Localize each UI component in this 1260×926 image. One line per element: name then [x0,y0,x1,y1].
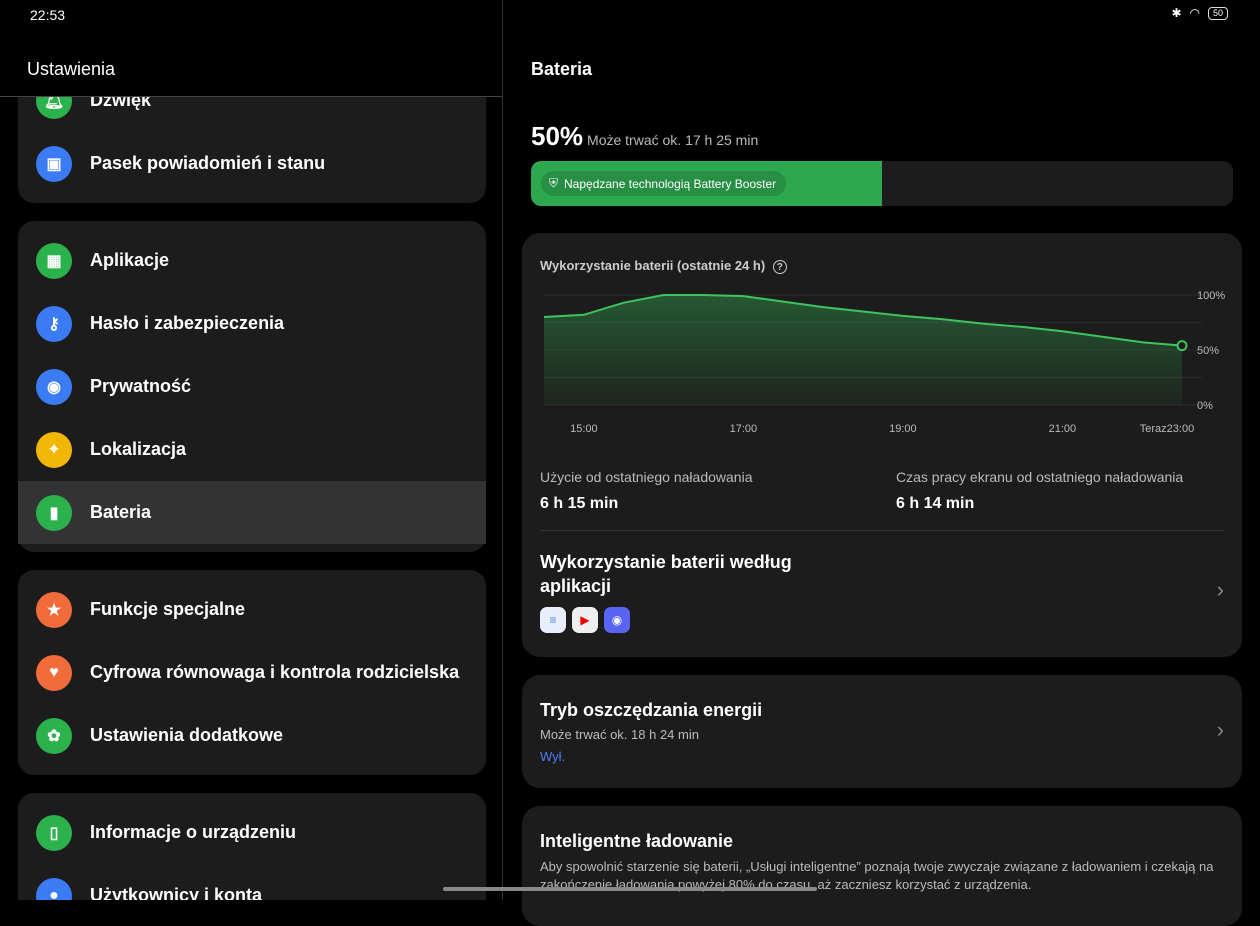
settings-item-label: Aplikacje [90,250,170,270]
heart-person-icon: ♥ [36,654,72,691]
eye-lock-icon: ◉ [36,368,72,405]
bluetooth-icon: ✱ [1171,6,1182,20]
settings-item-label: Informacje o urządzeniu [90,822,297,842]
bell-icon: 🔔︎ [36,97,72,119]
settings-item-label: Bateria [90,502,152,522]
gear-icon: ✿ [36,717,72,754]
settings-item[interactable]: ◉ Prywatność [18,355,486,418]
settings-item[interactable]: ✿ Ustawienia dodatkowe [18,704,486,767]
apps-icon: ▦ [36,242,72,279]
home-indicator[interactable] [443,887,817,891]
settings-item-label: Lokalizacja [90,439,187,459]
usage-chart-title: Wykorzystanie baterii (ostatnie 24 h) ? [540,258,787,274]
chart-area [544,295,1182,405]
phone-icon: ▯ [36,814,72,851]
settings-item[interactable]: ▯ Informacje o urządzeniu [18,801,486,864]
settings-group: ▦ Aplikacje ⚷ Hasło i zabezpieczenia ◉ Prywat… [18,221,486,552]
battery-usage-card: Wykorzystanie baterii (ostatnie 24 h) ? … [522,233,1242,657]
youtube-icon: ▶ [572,607,598,633]
battery-booster-badge: ⛨ Napędzane technologią Battery Booster [541,171,787,196]
settings-item-label: Cyfrowa równowaga i kontrola rodzicielsk… [90,662,460,682]
settings-item[interactable]: ▦ Aplikacje [18,229,486,292]
settings-item[interactable]: ⚷ Hasło i zabezpieczenia [18,292,486,355]
usage-since-charge: Użycie od ostatniego naładowania 6 h 15 m… [540,469,753,512]
settings-item[interactable]: ★ Funkcje specjalne [18,578,486,641]
notification-icon: ▣ [36,145,72,182]
settings-item-label: Funkcje specjalne [90,599,246,619]
chart-line [543,294,1183,347]
settings-item[interactable]: ● Użytkownicy i konta [18,864,486,900]
settings-item-label: Pasek powiadomień i stanu [90,153,326,173]
battery-percent: 50% Może trwać ok. 17 h 25 min [531,121,759,151]
x-tick-label: 17:00 [730,423,758,435]
key-icon: ⚷ [36,305,72,342]
chevron-right-icon: › [1216,577,1224,602]
settings-group: ▯ Informacje o urządzeniu ● Użytkownicy i k… [18,793,486,900]
settings-group: ★ Funkcje specjalne ♥ Cyfrowa równowaga i k… [18,570,486,775]
battery-level-bar: ⛨ Napędzane technologią Battery Booster [531,161,1233,206]
x-tick-label: 15:00 [570,423,598,435]
settings-group: 🔔︎ Dźwięk ▣ Pasek powiadomień i stanu [18,97,486,203]
battery-fill [531,161,882,206]
settings-item[interactable]: ♥ Cyfrowa równowaga i kontrola rodziciels… [18,641,486,704]
settings-item[interactable]: ⌖ Lokalizacja [18,418,486,481]
settings-item-label: Prywatność [90,376,192,396]
settings-item-label: Hasło i zabezpieczenia [90,313,285,333]
page-title: Bateria [531,59,593,79]
x-tick-label: Teraz23:00 [1140,423,1194,435]
screen-time-since-charge: Czas pracy ekranu od ostatniego naładowa… [896,469,1184,512]
settings-title: Ustawienia [27,59,116,79]
battery-estimate: Może trwać ok. 17 h 25 min [587,132,759,148]
settings-item-label: Użytkownicy i konta [90,885,263,900]
divider [540,530,1224,531]
shield-icon: ⛨ [549,176,559,190]
power-saving-state: Wył. [540,749,566,764]
smart-charging[interactable]: Inteligentne ładowanie Aby spowolnić sta… [522,806,1242,926]
power-saving-mode[interactable]: Tryb oszczędzania energii Może trwać ok.… [522,675,1242,788]
settings-item[interactable]: 🔔︎ Dźwięk [18,97,486,132]
usage-by-app-row[interactable]: Wykorzystanie baterii według aplikacji ≡… [522,531,1242,657]
battery-level: 50 [1207,6,1228,20]
settings-item[interactable]: ▮ Bateria [18,481,486,544]
y-tick-label: 100% [1197,290,1225,302]
location-icon: ⌖ [36,431,72,468]
docs-icon: ≡ [540,607,566,633]
y-tick-label: 50% [1197,345,1219,357]
x-tick-label: 21:00 [1049,423,1077,435]
battery-usage-chart: 100% 50% 0% 15:00 17:00 19:00 21:00 Teraz23:00 [543,290,1225,435]
divider [0,96,502,97]
settings-pane: Ustawienia 🔔︎ Dźwięk ▣ Pasek powiadomień i … [0,0,503,900]
wifi-icon: ◠ [1189,6,1200,20]
star-icon: ★ [36,591,72,628]
chevron-right-icon: › [1216,717,1224,742]
x-tick-label: 19:00 [889,423,917,435]
settings-list[interactable]: 🔔︎ Dźwięk ▣ Pasek powiadomień i stanu ▦ Aplik… [18,97,486,900]
current-point [1176,340,1188,352]
settings-item-label: Dźwięk [90,97,152,110]
settings-item[interactable]: ▣ Pasek powiadomień i stanu [18,132,486,195]
settings-item-label: Ustawienia dodatkowe [90,725,284,745]
discord-icon: ◉ [604,607,630,633]
help-icon[interactable]: ? [772,260,787,274]
y-tick-label: 0% [1197,400,1213,412]
battery-pane: Bateria 50% Może trwać ok. 17 h 25 min ⛨ N… [504,0,1260,926]
status-icons: ✱ ◠ 50 [1171,6,1228,20]
status-time: 22:53 [30,7,66,23]
user-icon: ● [36,877,72,900]
battery-icon: ▮ [36,494,72,531]
